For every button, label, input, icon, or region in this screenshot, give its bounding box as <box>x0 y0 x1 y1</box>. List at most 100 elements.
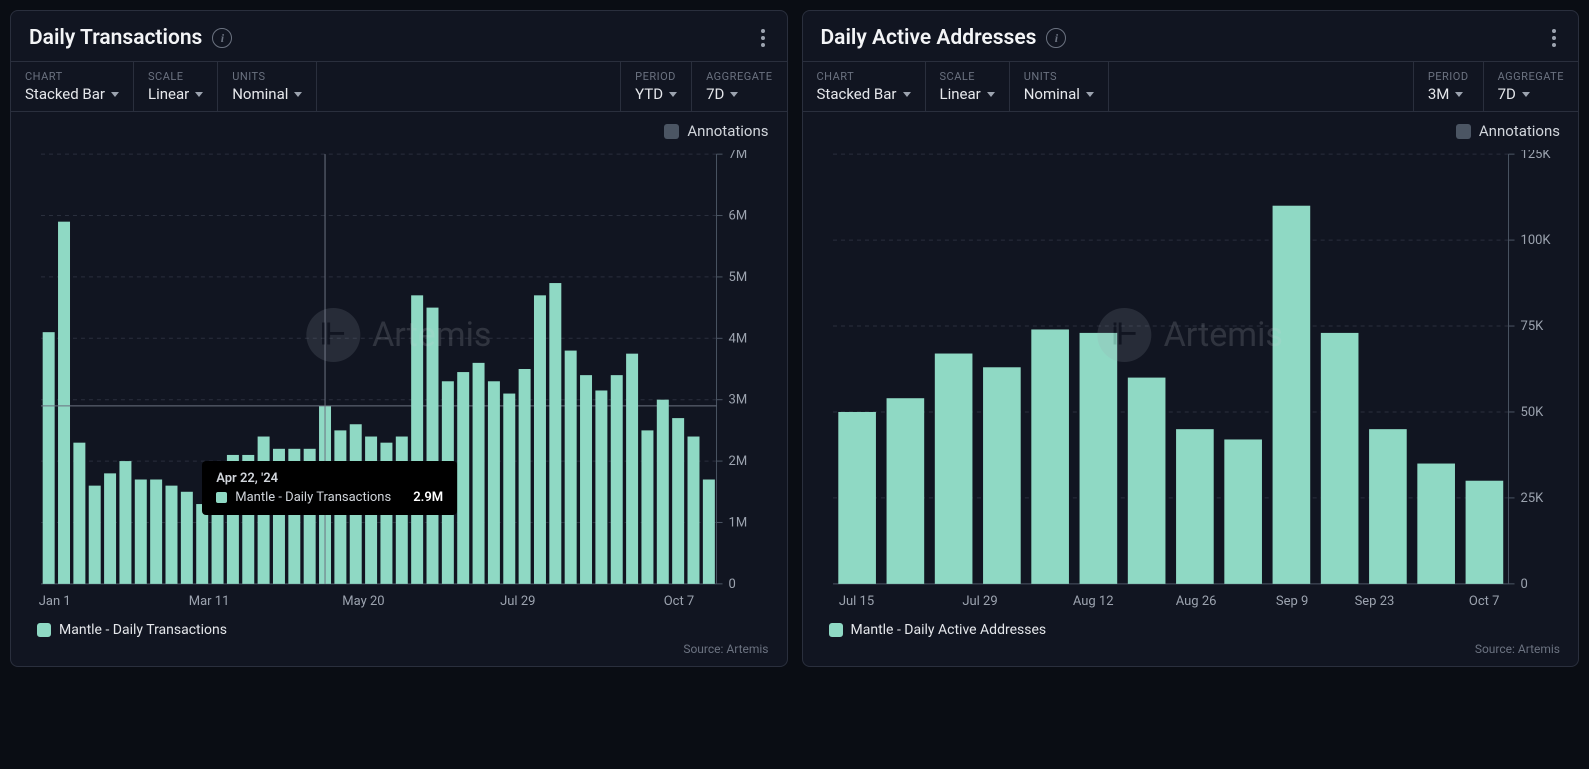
svg-text:7M: 7M <box>729 150 748 162</box>
chart-bar[interactable] <box>196 504 208 584</box>
chart-bar[interactable] <box>503 394 515 584</box>
chart-bar[interactable] <box>89 486 101 584</box>
info-icon[interactable]: i <box>212 28 232 48</box>
chart-bar[interactable] <box>1369 429 1407 584</box>
chevron-down-icon <box>730 92 738 97</box>
checkbox-icon[interactable] <box>1456 124 1471 139</box>
kebab-menu-icon[interactable] <box>1548 25 1560 51</box>
chart-bar[interactable] <box>549 283 561 584</box>
x-axis-tick-label: May 20 <box>342 594 384 609</box>
control-value: 7D <box>706 85 724 103</box>
legend[interactable]: Mantle - Daily Transactions <box>11 612 787 640</box>
control-aggregate[interactable]: AGGREGATE 7D <box>1484 62 1578 111</box>
chart-bar[interactable] <box>1031 329 1069 583</box>
chart-bar[interactable] <box>688 437 700 584</box>
chart-bar[interactable] <box>166 486 178 584</box>
chart-bar[interactable] <box>886 398 924 584</box>
bar-chart[interactable]: 01M2M3M4M5M6M7M <box>29 150 769 590</box>
chart-bar[interactable] <box>43 332 55 584</box>
legend-swatch <box>829 623 843 637</box>
chart-bar[interactable] <box>672 418 684 584</box>
chart-bar[interactable] <box>104 473 116 583</box>
control-period[interactable]: PERIOD YTD <box>621 62 692 111</box>
chart-area[interactable]: ⊩ Artemis 01M2M3M4M5M6M7M Apr 22, '24 Ma… <box>11 150 787 590</box>
chart-bar[interactable] <box>119 461 131 584</box>
svg-text:3M: 3M <box>729 393 748 408</box>
x-axis-tick-label: Mar 11 <box>189 594 230 609</box>
chart-bar[interactable] <box>580 375 592 584</box>
svg-text:6M: 6M <box>729 209 748 224</box>
control-chart-type[interactable]: CHART Stacked Bar <box>11 62 134 111</box>
chart-bar[interactable] <box>427 308 439 584</box>
control-value: 3M <box>1428 85 1450 103</box>
x-axis-tick-label: Jul 15 <box>839 594 874 609</box>
control-label: UNITS <box>232 70 302 83</box>
svg-text:25K: 25K <box>1520 491 1544 506</box>
control-units[interactable]: UNITS Nominal <box>218 62 317 111</box>
chart-area[interactable]: ⊩ Artemis 025K50K75K100K125K <box>803 150 1579 590</box>
chart-bar[interactable] <box>212 510 224 584</box>
chart-bar[interactable] <box>565 351 577 584</box>
chart-bar[interactable] <box>473 363 485 584</box>
control-chart-type[interactable]: CHART Stacked Bar <box>803 62 926 111</box>
checkbox-icon[interactable] <box>664 124 679 139</box>
chart-bar[interactable] <box>150 479 162 583</box>
control-label: CHART <box>817 70 911 83</box>
panel-header: Daily Active Addresses i <box>803 11 1579 61</box>
annotations-toggle[interactable]: Annotations <box>11 112 787 150</box>
chart-bar[interactable] <box>703 479 715 583</box>
chart-bar[interactable] <box>1176 429 1214 584</box>
control-period[interactable]: PERIOD 3M <box>1414 62 1484 111</box>
chart-bar[interactable] <box>983 367 1021 584</box>
x-axis-tick-label: Jul 29 <box>962 594 997 609</box>
svg-text:0: 0 <box>729 577 736 590</box>
chart-bar[interactable] <box>1320 333 1358 584</box>
chart-bar[interactable] <box>1465 481 1503 584</box>
chart-bar[interactable] <box>534 295 546 584</box>
chart-bar[interactable] <box>135 479 147 583</box>
chart-bar[interactable] <box>657 400 669 584</box>
info-icon[interactable]: i <box>1046 28 1066 48</box>
chart-bar[interactable] <box>1417 464 1455 584</box>
control-label: CHART <box>25 70 119 83</box>
chart-bar[interactable] <box>457 372 469 584</box>
chart-bar[interactable] <box>58 222 70 584</box>
chart-bar[interactable] <box>181 492 193 584</box>
chevron-down-icon <box>669 92 677 97</box>
chart-bar[interactable] <box>1272 206 1310 584</box>
control-units[interactable]: UNITS Nominal <box>1010 62 1109 111</box>
annotations-toggle[interactable]: Annotations <box>803 112 1579 150</box>
legend[interactable]: Mantle - Daily Active Addresses <box>803 612 1579 640</box>
chart-bar[interactable] <box>1224 439 1262 583</box>
chevron-down-icon <box>987 92 995 97</box>
control-value: Linear <box>148 85 189 103</box>
control-value: 7D <box>1498 85 1516 103</box>
control-scale[interactable]: SCALE Linear <box>134 62 218 111</box>
x-axis-tick-label: Aug 12 <box>1073 594 1114 609</box>
chart-bar[interactable] <box>1079 333 1117 584</box>
chart-bar[interactable] <box>641 430 653 583</box>
annotations-label: Annotations <box>687 122 768 140</box>
panel-daily-transactions: Daily Transactions i CHART Stacked Bar S… <box>10 10 788 667</box>
svg-text:50K: 50K <box>1520 405 1544 420</box>
chart-bar[interactable] <box>73 443 85 584</box>
control-aggregate[interactable]: AGGREGATE 7D <box>692 62 786 111</box>
legend-label: Mantle - Daily Transactions <box>59 622 227 638</box>
control-scale[interactable]: SCALE Linear <box>926 62 1010 111</box>
chart-bar[interactable] <box>838 412 876 584</box>
chart-bar[interactable] <box>1127 378 1165 584</box>
kebab-menu-icon[interactable] <box>757 25 769 51</box>
chart-bar[interactable] <box>519 369 531 584</box>
chart-bar[interactable] <box>411 295 423 584</box>
chart-bar[interactable] <box>934 354 972 584</box>
control-value: Stacked Bar <box>25 85 105 103</box>
bar-chart[interactable]: 025K50K75K100K125K <box>821 150 1561 590</box>
chart-bar[interactable] <box>611 375 623 584</box>
chart-bar[interactable] <box>626 354 638 584</box>
chart-bar[interactable] <box>488 381 500 584</box>
panel-daily-active-addresses: Daily Active Addresses i CHART Stacked B… <box>802 10 1580 667</box>
tooltip-value: 2.9M <box>413 490 443 505</box>
tooltip-date: Apr 22, '24 <box>216 471 443 486</box>
svg-text:4M: 4M <box>729 331 748 346</box>
chart-bar[interactable] <box>595 390 607 583</box>
